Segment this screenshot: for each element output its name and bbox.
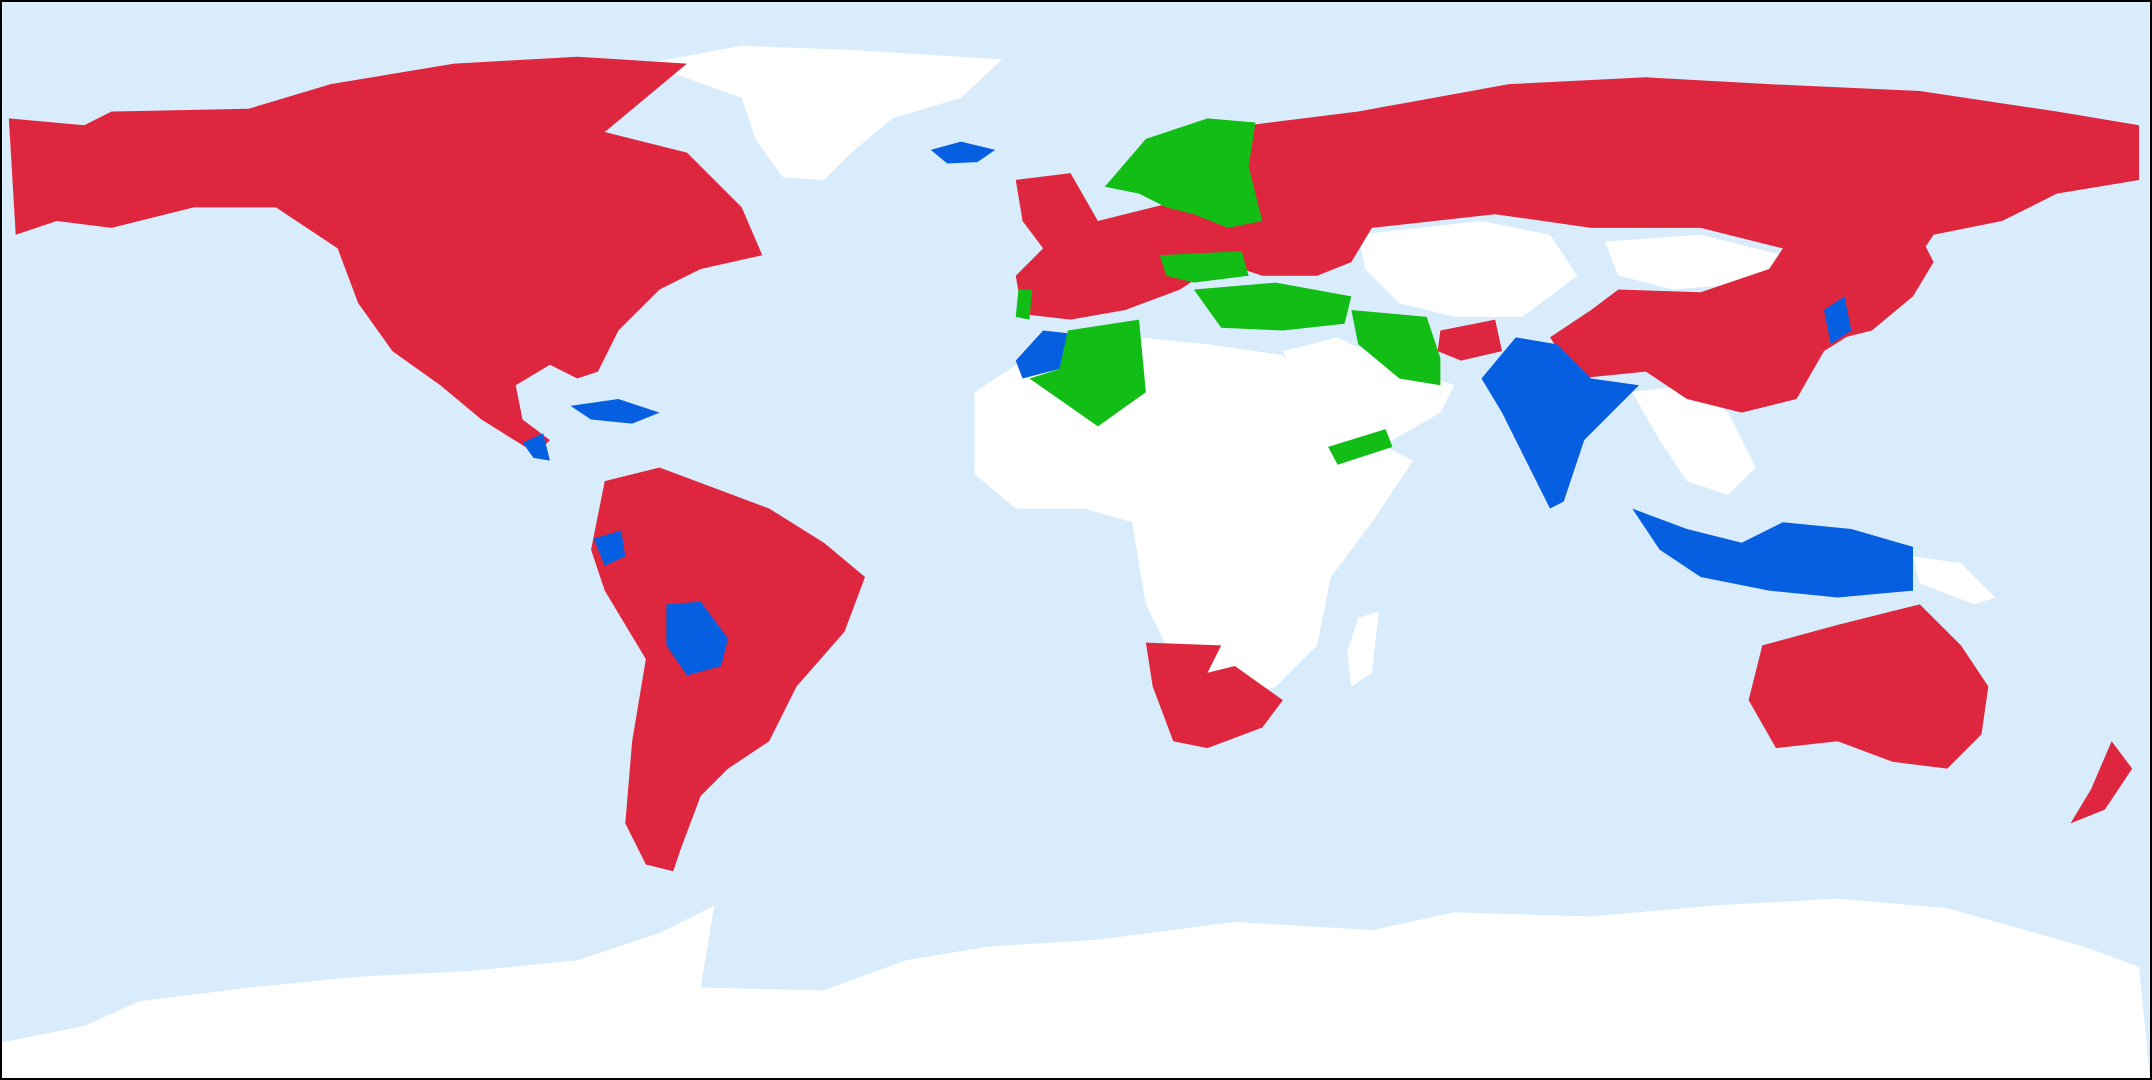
antarctica (2, 898, 2150, 1078)
blue-regions (522, 141, 1914, 676)
algeria (1029, 319, 1146, 427)
green-regions (1015, 118, 1441, 465)
yemen (1328, 429, 1393, 465)
mongolia (1604, 234, 1783, 290)
middle-east (1282, 337, 1455, 454)
africa (974, 337, 1413, 701)
new-guinea (1913, 556, 1996, 605)
australia (1748, 604, 1989, 769)
korea (1823, 296, 1852, 345)
new-zealand (2070, 741, 2133, 824)
no-data-regions (2, 45, 2150, 1078)
north-america (8, 56, 763, 454)
iran (1351, 310, 1441, 386)
red-regions (8, 56, 2140, 872)
japan (1844, 234, 1934, 338)
caribbean (570, 398, 660, 424)
greenland (645, 45, 1003, 180)
south-america (591, 467, 866, 872)
turkey-region (1193, 282, 1352, 331)
morocco (1015, 330, 1068, 379)
india (1481, 337, 1640, 509)
madagascar (1347, 611, 1379, 687)
afghanistan (1437, 319, 1503, 361)
bolivia (666, 601, 729, 676)
balkans-ukraine (1159, 251, 1249, 283)
iceland (930, 141, 996, 164)
portugal (1015, 289, 1033, 320)
scandinavia (1104, 118, 1263, 228)
southern-africa (1145, 642, 1283, 749)
ecuador (593, 530, 626, 567)
indonesia (1632, 508, 1914, 598)
guatemala (522, 433, 550, 461)
southeast-asia (1632, 385, 1756, 495)
central-asia (1358, 221, 1578, 317)
